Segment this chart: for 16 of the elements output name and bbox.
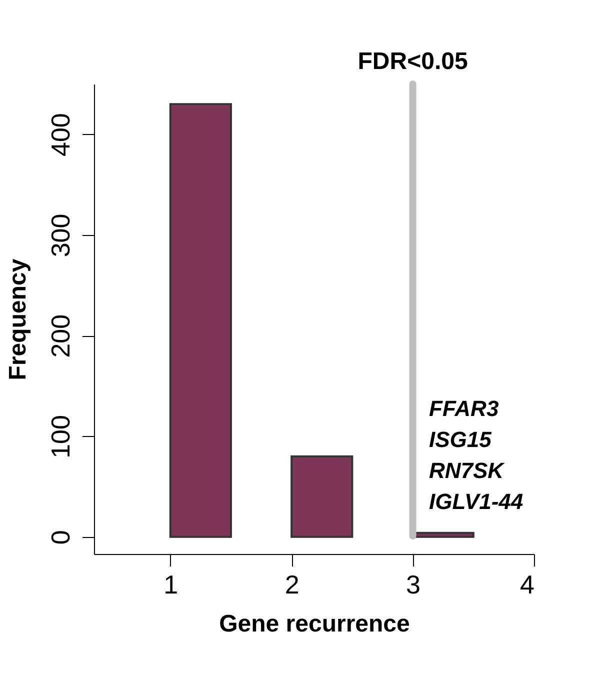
x-tick-label: 3 <box>406 570 421 600</box>
annotation: IGLV1-44 <box>429 489 524 514</box>
x-tick-label: 2 <box>284 570 300 600</box>
annotation: ISG15 <box>429 427 492 452</box>
y-tick-label: 400 <box>46 113 76 157</box>
annotation: RN7SK <box>429 458 506 483</box>
y-axis-title: Frequency <box>4 258 32 380</box>
y-tick-label: 100 <box>46 415 76 458</box>
ref-line-label: FDR<0.05 <box>358 48 468 75</box>
x-tick-label: 4 <box>520 570 534 600</box>
y-tick-label: 0 <box>46 530 76 545</box>
x-axis-title: Gene recurrence <box>219 610 410 638</box>
y-tick-label: 200 <box>46 314 76 358</box>
y-tick-label: 300 <box>46 214 76 258</box>
annotation: FFAR3 <box>429 396 499 421</box>
x-tick-label: 1 <box>164 570 178 600</box>
